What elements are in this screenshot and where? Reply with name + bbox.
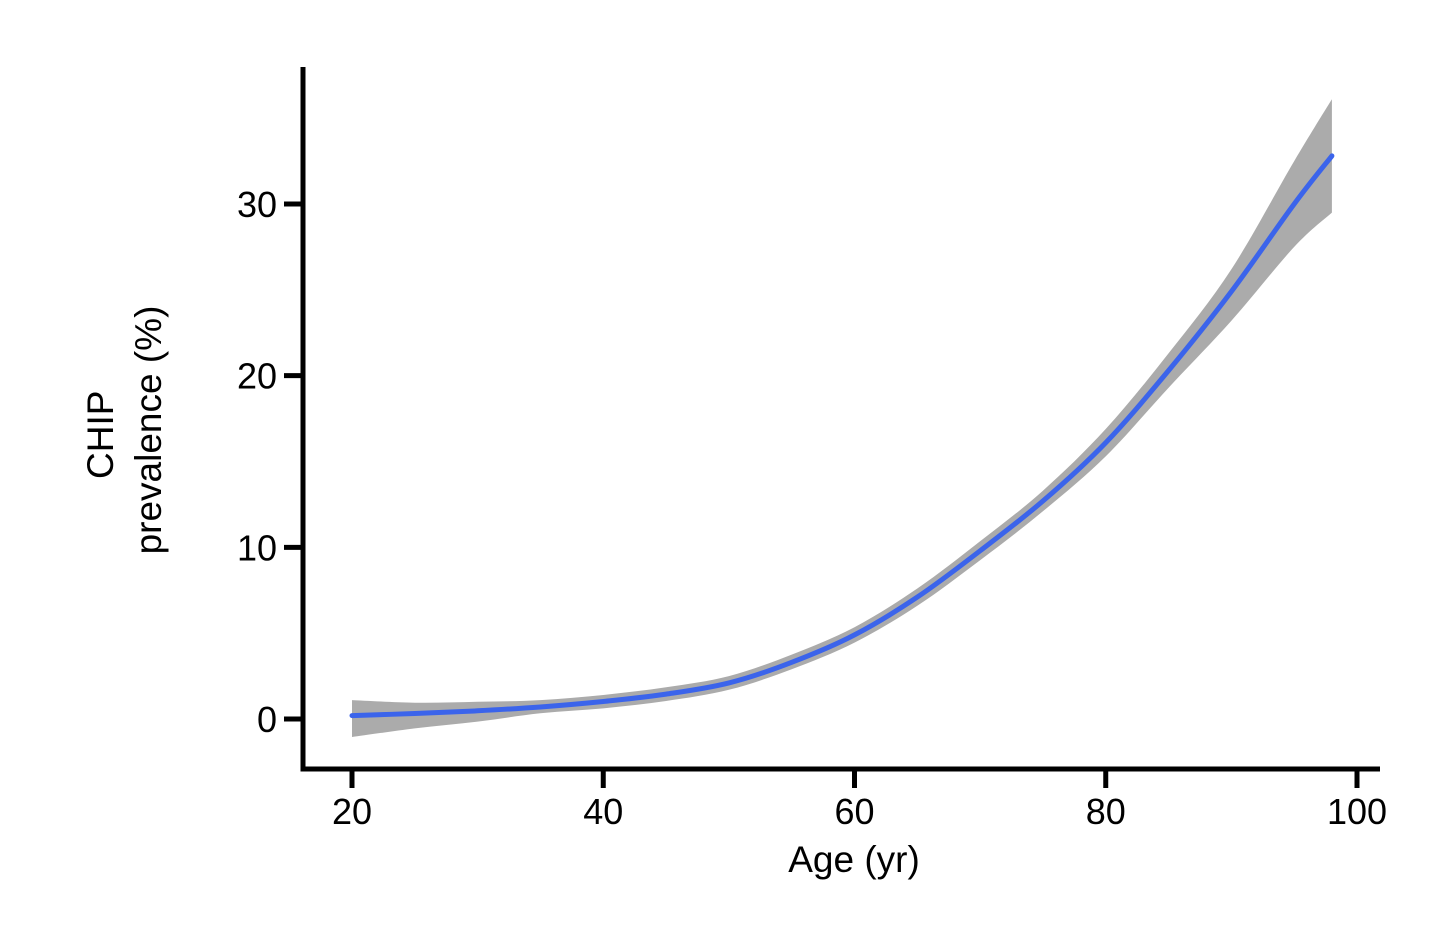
x-tick-label: 100 bbox=[1327, 791, 1387, 832]
y-tick-label: 0 bbox=[257, 699, 277, 740]
axis-layer bbox=[284, 67, 1380, 788]
x-tick-label: 60 bbox=[834, 791, 874, 832]
fit-line bbox=[349, 153, 1335, 719]
confidence-band bbox=[352, 99, 1332, 738]
tick-label-layer: 0 10 20 30 20 40 60 80 100 bbox=[237, 184, 1387, 832]
y-tick-label: 20 bbox=[237, 356, 277, 397]
x-tick-label: 40 bbox=[583, 791, 623, 832]
y-axis-title-line1: CHIP bbox=[80, 391, 121, 479]
x-axis-title: Age (yr) bbox=[788, 839, 920, 880]
fit-line-layer bbox=[349, 153, 1335, 719]
y-axis-title: CHIP prevalence (%) bbox=[80, 306, 169, 555]
y-tick-label: 30 bbox=[237, 184, 277, 225]
y-axis-title-line2: prevalence (%) bbox=[128, 306, 169, 555]
confidence-band-layer bbox=[352, 99, 1332, 738]
y-tick-label: 10 bbox=[237, 527, 277, 568]
x-tick-label: 80 bbox=[1086, 791, 1126, 832]
x-tick-label: 20 bbox=[332, 791, 372, 832]
